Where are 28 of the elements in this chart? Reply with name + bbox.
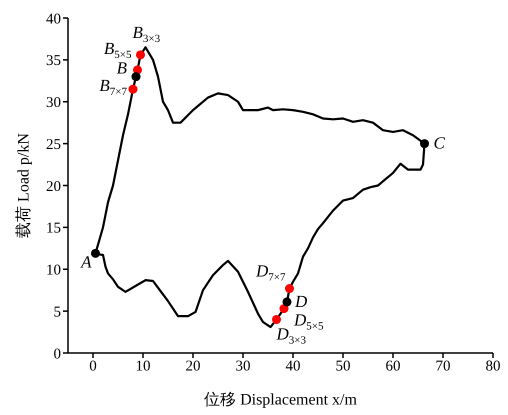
annotation: B — [116, 58, 128, 78]
annotation: D — [294, 292, 308, 311]
annotation: B$_{5×5}$ — [104, 38, 132, 61]
annotation: A — [80, 252, 92, 272]
annotation: B$_{7×7}$ — [99, 76, 128, 98]
y-tick-label: 25 — [46, 136, 61, 153]
y-tick-label: 20 — [46, 178, 61, 195]
y-tick-label: 10 — [46, 262, 61, 279]
y-tick-label: 5 — [54, 304, 61, 320]
y-tick-label: 40 — [46, 11, 61, 28]
annotation: C — [434, 134, 446, 153]
annotation: B$_{3×3}$ — [132, 22, 161, 45]
y-tick-label: 0 — [54, 346, 61, 362]
y-axis-title: 载荷 Load p/kN — [14, 132, 33, 238]
annotation: D$_{7×7}$ — [255, 262, 286, 284]
x-tick-label: 80 — [486, 358, 500, 375]
x-tick-label: 10 — [136, 358, 150, 375]
x-tick-label: 50 — [336, 358, 350, 375]
x-tick-label: 60 — [386, 358, 400, 375]
x-tick-label: 70 — [436, 358, 450, 375]
y-tick-label: 30 — [46, 95, 61, 112]
x-axis-title: 位移 Displacement x/m — [204, 391, 358, 408]
x-tick-label: 40 — [286, 358, 300, 375]
y-tick-label: 15 — [46, 220, 61, 237]
x-tick-label: 30 — [236, 358, 250, 375]
x-tick-label: 20 — [186, 358, 200, 375]
y-tick-label: 35 — [46, 53, 61, 70]
x-tick-label: 0 — [89, 358, 97, 375]
